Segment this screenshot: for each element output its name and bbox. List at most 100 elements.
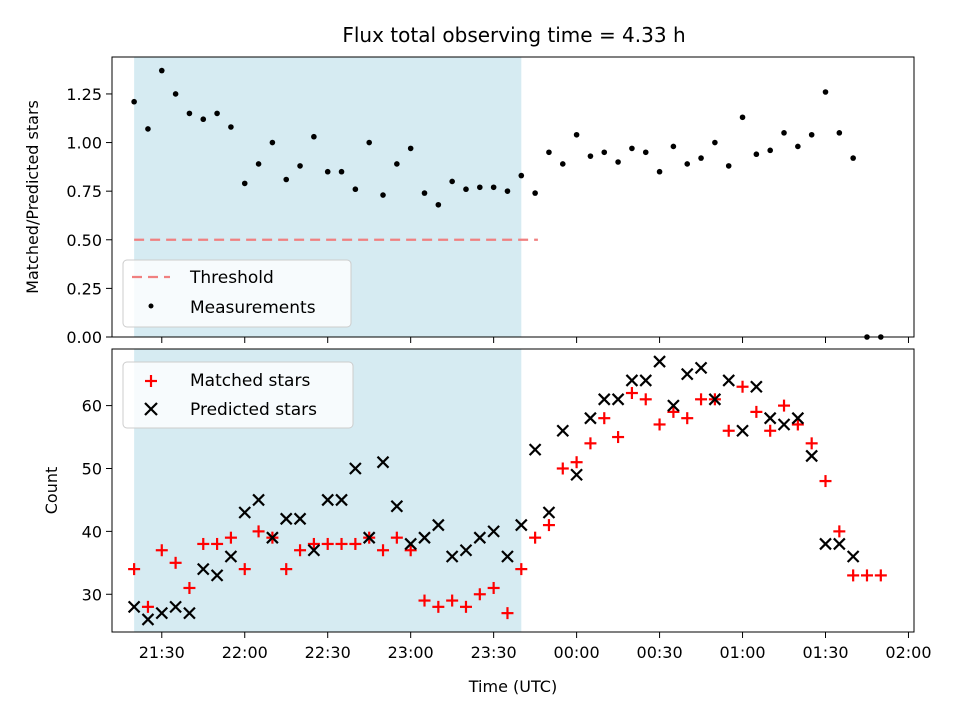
measurement-point <box>200 116 207 123</box>
measurement-point <box>518 172 525 179</box>
bottom-y-tick-label: 40 <box>82 522 102 541</box>
measurement-point <box>753 151 760 158</box>
measurement-point <box>352 186 359 193</box>
predicted-star-point <box>528 443 542 456</box>
measurement-point <box>739 114 746 121</box>
matched-star-point <box>183 581 196 594</box>
predicted-star-point <box>127 600 141 614</box>
measurement-point <box>490 184 497 191</box>
measurement-point <box>463 186 469 193</box>
measurement-point <box>808 131 815 138</box>
predicted-star-point <box>667 399 680 412</box>
threshold-legend-label: Threshold <box>189 268 274 288</box>
measurement-point <box>241 180 248 187</box>
matched-star-point <box>653 418 666 431</box>
matched-star-point <box>404 544 417 557</box>
measurement-point <box>795 143 801 150</box>
measurement-point <box>255 161 262 167</box>
predicted-star-point <box>777 418 791 431</box>
measurement-point <box>477 184 483 191</box>
x-tick-label: 00:30 <box>637 643 683 662</box>
matched-star-point <box>238 563 251 576</box>
predicted-star-point <box>791 411 805 425</box>
matched-legend-label: Matched stars <box>190 371 310 391</box>
matched-star-point <box>860 569 873 582</box>
x-tick-label: 23:30 <box>471 643 517 662</box>
matched-star-point <box>598 412 611 425</box>
matched-star-point <box>280 563 293 576</box>
predicted-star-point <box>362 531 376 544</box>
matched-star-point <box>847 569 860 582</box>
measurement-point <box>421 190 428 196</box>
matched-star-point <box>487 581 500 594</box>
predicted-star-point <box>846 550 860 563</box>
measurement-point <box>684 161 691 167</box>
x-tick-label: 23:00 <box>388 643 434 662</box>
top-legend-box <box>122 259 352 328</box>
measurement-point <box>850 155 856 161</box>
predicted-star-point <box>418 531 431 544</box>
bottom-y-axis-label: Count <box>42 467 61 515</box>
predicted-star-point <box>487 525 500 538</box>
measurement-point <box>380 192 386 198</box>
predicted-star-point <box>722 374 735 387</box>
predicted-star-point <box>279 512 293 526</box>
predicted-star-point <box>819 537 832 551</box>
matched-stars-points <box>128 380 887 620</box>
measurement-point <box>324 168 331 175</box>
matched-star-point <box>349 537 362 550</box>
measurement-point <box>822 89 829 95</box>
predicted-star-point <box>680 367 694 381</box>
measurement-point <box>131 98 137 105</box>
matched-star-point <box>211 537 224 550</box>
x-tick-label: 01:00 <box>719 643 765 662</box>
predicted-star-point <box>196 562 210 576</box>
matched-star-point <box>294 544 307 557</box>
predicted-star-point <box>459 543 473 557</box>
measurement-point <box>449 178 455 185</box>
top-y-axis-label: Matched/Predicted stars <box>23 100 42 294</box>
predicted-star-point <box>141 613 155 626</box>
measurement-point <box>725 163 732 169</box>
matched-star-point <box>321 537 334 550</box>
matched-star-point <box>307 537 320 550</box>
bottom-y-tick-label: 60 <box>82 397 102 416</box>
bottom-y-tick-label: 30 <box>82 585 102 604</box>
measurement-point <box>629 145 635 152</box>
measurement-point <box>366 139 372 146</box>
bottom-legend-box <box>122 361 354 429</box>
matched-star-point <box>695 393 708 406</box>
matched-star-point <box>805 437 818 450</box>
measurement-point <box>836 130 843 136</box>
measurement-point <box>297 163 303 169</box>
top-y-ticks: 0.00 0.25 0.50 0.75 1.00 1.25 <box>66 85 112 347</box>
predicted-star-point <box>805 449 818 463</box>
matched-star-point <box>639 393 652 406</box>
bottom-y-ticks: 30 40 50 60 <box>82 397 112 604</box>
matched-star-point <box>252 525 265 538</box>
measurement-point <box>656 168 663 175</box>
predicted-star-point <box>515 518 528 532</box>
measurement-point <box>615 159 621 165</box>
matched-star-point <box>736 380 749 393</box>
predicted-star-point <box>238 506 252 519</box>
predicted-star-point <box>556 424 570 438</box>
measurement-point <box>781 130 787 136</box>
measurement-point <box>587 153 594 159</box>
matched-star-point <box>584 437 597 450</box>
predicted-star-point <box>625 374 639 387</box>
predicted-star-point <box>293 512 307 526</box>
measurement-point <box>712 139 718 146</box>
measurement-point <box>172 91 179 97</box>
predicted-star-point <box>432 518 445 532</box>
bottom-legend: Matched stars Predicted stars <box>122 361 354 429</box>
measurement-point <box>158 67 165 74</box>
x-axis-label: Time (UTC) <box>468 677 557 696</box>
matched-star-point <box>459 600 472 613</box>
chart-title: Flux total observing time = 4.33 h <box>342 23 685 47</box>
matched-star-point <box>155 544 168 557</box>
matched-star-point <box>377 544 390 557</box>
top-y-tick-label: 1.00 <box>66 134 102 153</box>
predicted-star-point <box>376 455 390 469</box>
